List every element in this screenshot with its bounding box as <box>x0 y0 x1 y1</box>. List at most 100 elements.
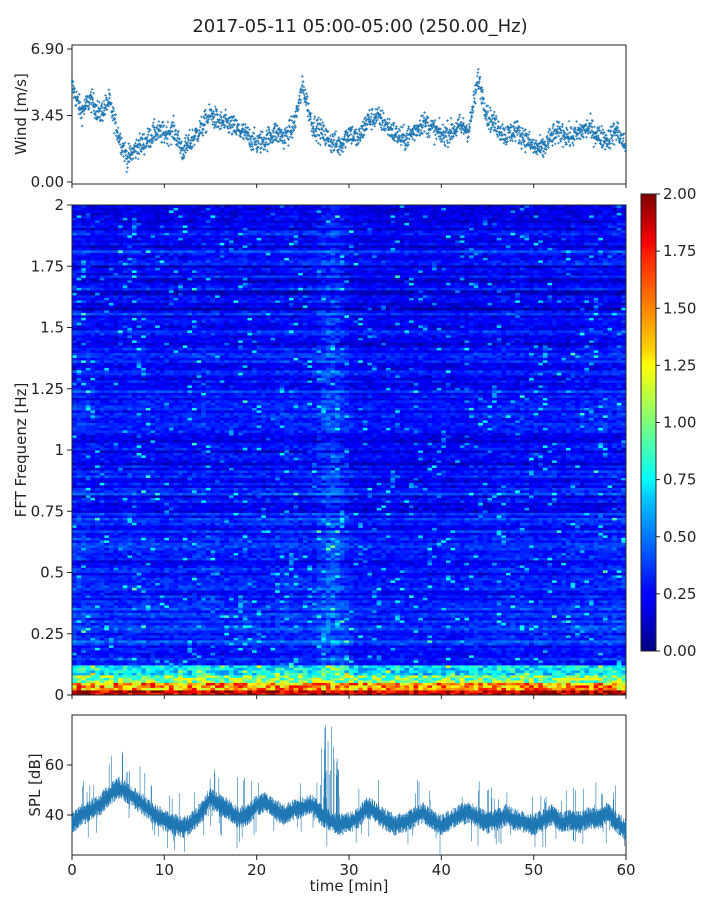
spectrogram-cell <box>164 408 169 411</box>
spectrogram-cell <box>77 563 82 566</box>
spectrogram-cell <box>81 628 86 631</box>
spectrogram-cell <box>86 528 91 531</box>
spectrogram-cell <box>146 208 151 211</box>
spectrogram-cell <box>137 473 142 476</box>
spectrogram-cell <box>132 378 137 381</box>
spectrogram-cell <box>137 210 142 213</box>
spectrogram-cell <box>141 430 146 433</box>
spectrogram-cell <box>72 225 77 228</box>
spectrogram-cell <box>127 633 132 636</box>
spectrogram-cell <box>109 495 114 498</box>
spectrogram-cell <box>72 273 77 276</box>
spectrogram-cell <box>141 668 146 671</box>
spectrogram-cell <box>72 643 77 646</box>
spectrogram-cell <box>164 495 169 498</box>
spectrogram-cell <box>132 630 137 633</box>
spectrogram-cell <box>72 290 77 293</box>
spectrogram-cell <box>174 563 179 566</box>
spectrogram-cell <box>114 503 119 506</box>
spectrogram-cell <box>178 228 183 231</box>
spectrogram-cell <box>100 578 105 581</box>
spectrogram-cell <box>118 573 123 576</box>
spectrogram-cell <box>146 413 151 416</box>
spectrogram-cell <box>160 403 165 406</box>
spectrogram-cell <box>118 300 123 303</box>
spectrogram-cell <box>118 618 123 621</box>
spectrogram-cell <box>95 415 100 418</box>
spectrogram-cell <box>160 443 165 446</box>
spectrogram-cell <box>164 435 169 438</box>
spectrogram-cell <box>72 448 77 451</box>
spectrogram-cell <box>104 268 109 271</box>
spectrogram-cell <box>178 690 183 693</box>
spectrogram-cell <box>164 388 169 391</box>
spectrogram-cell <box>150 350 155 353</box>
spectrogram-cell <box>95 630 100 633</box>
spectrogram-cell <box>137 565 142 568</box>
spectrogram-cell <box>95 525 100 528</box>
spectrogram-cell <box>95 535 100 538</box>
spectrogram-cell <box>104 348 109 351</box>
spectrogram-cell <box>160 345 165 348</box>
wind-y-label: Wind [m/s] <box>12 73 30 155</box>
spectrogram-cell <box>86 310 91 313</box>
spectrogram-cell <box>150 375 155 378</box>
spectrogram-cell <box>169 285 174 288</box>
spectrogram-cell <box>81 378 86 381</box>
spectrogram-cell <box>77 600 82 603</box>
spectrogram-cell <box>104 243 109 246</box>
spectrogram-cell <box>86 473 91 476</box>
spectrogram-cell <box>183 540 188 543</box>
spectrogram-cell <box>146 515 151 518</box>
spectrogram-cell <box>127 303 132 306</box>
spectrogram-cell <box>72 445 77 448</box>
spectrogram-cell <box>123 670 128 673</box>
spectrogram-cell <box>160 688 165 691</box>
spectrogram-cell <box>155 445 160 448</box>
spectrogram-cell <box>118 395 123 398</box>
spectrogram-cell <box>164 688 169 691</box>
spectrogram-cell <box>104 410 109 413</box>
spectrogram-cell <box>183 213 188 216</box>
spectrogram-cell <box>86 255 91 258</box>
spectrogram-cell <box>81 213 86 216</box>
spectrogram-cell <box>100 528 105 531</box>
spectrogram-cell <box>150 378 155 381</box>
spectrogram-cell <box>174 445 179 448</box>
spectrogram-cell <box>100 545 105 548</box>
spectrogram-cell <box>72 435 77 438</box>
spectrogram-cell <box>72 380 77 383</box>
spectrogram-cell <box>137 258 142 261</box>
spectrogram-cell <box>137 490 142 493</box>
spectrogram-cell <box>164 580 169 583</box>
spectrogram-cell <box>72 255 77 258</box>
spectrogram-cell <box>183 510 188 513</box>
spectrogram-cell <box>123 465 128 468</box>
spectrogram-cell <box>146 640 151 643</box>
spectrogram-cell <box>169 565 174 568</box>
spectrogram-cell <box>160 330 165 333</box>
spectrogram-cell <box>114 493 119 496</box>
spectrogram-cell <box>123 678 128 681</box>
spectrogram-cell <box>95 238 100 241</box>
spectrogram-cell <box>95 325 100 328</box>
spectrogram-cell <box>123 600 128 603</box>
spectrogram-cell <box>127 445 132 448</box>
spectrogram-cell <box>141 315 146 318</box>
spectrogram-cell <box>155 608 160 611</box>
spectrogram-cell <box>132 425 137 428</box>
spectrogram-cell <box>86 315 91 318</box>
spectrogram-cell <box>109 368 114 371</box>
spectrogram-cell <box>100 455 105 458</box>
spectrogram-cell <box>81 545 86 548</box>
wind-y-tick-label: 3.45 <box>31 107 64 125</box>
spectrogram-cell <box>141 435 146 438</box>
spectrogram-cell <box>150 390 155 393</box>
spectrogram-cell <box>187 543 192 546</box>
spectrogram-cell <box>109 640 114 643</box>
spectrogram-cell <box>90 240 95 243</box>
spectrogram-cell <box>160 220 165 223</box>
spectrogram-cell <box>146 633 151 636</box>
spectrogram-cell <box>183 448 188 451</box>
spectrogram-cell <box>132 688 137 691</box>
